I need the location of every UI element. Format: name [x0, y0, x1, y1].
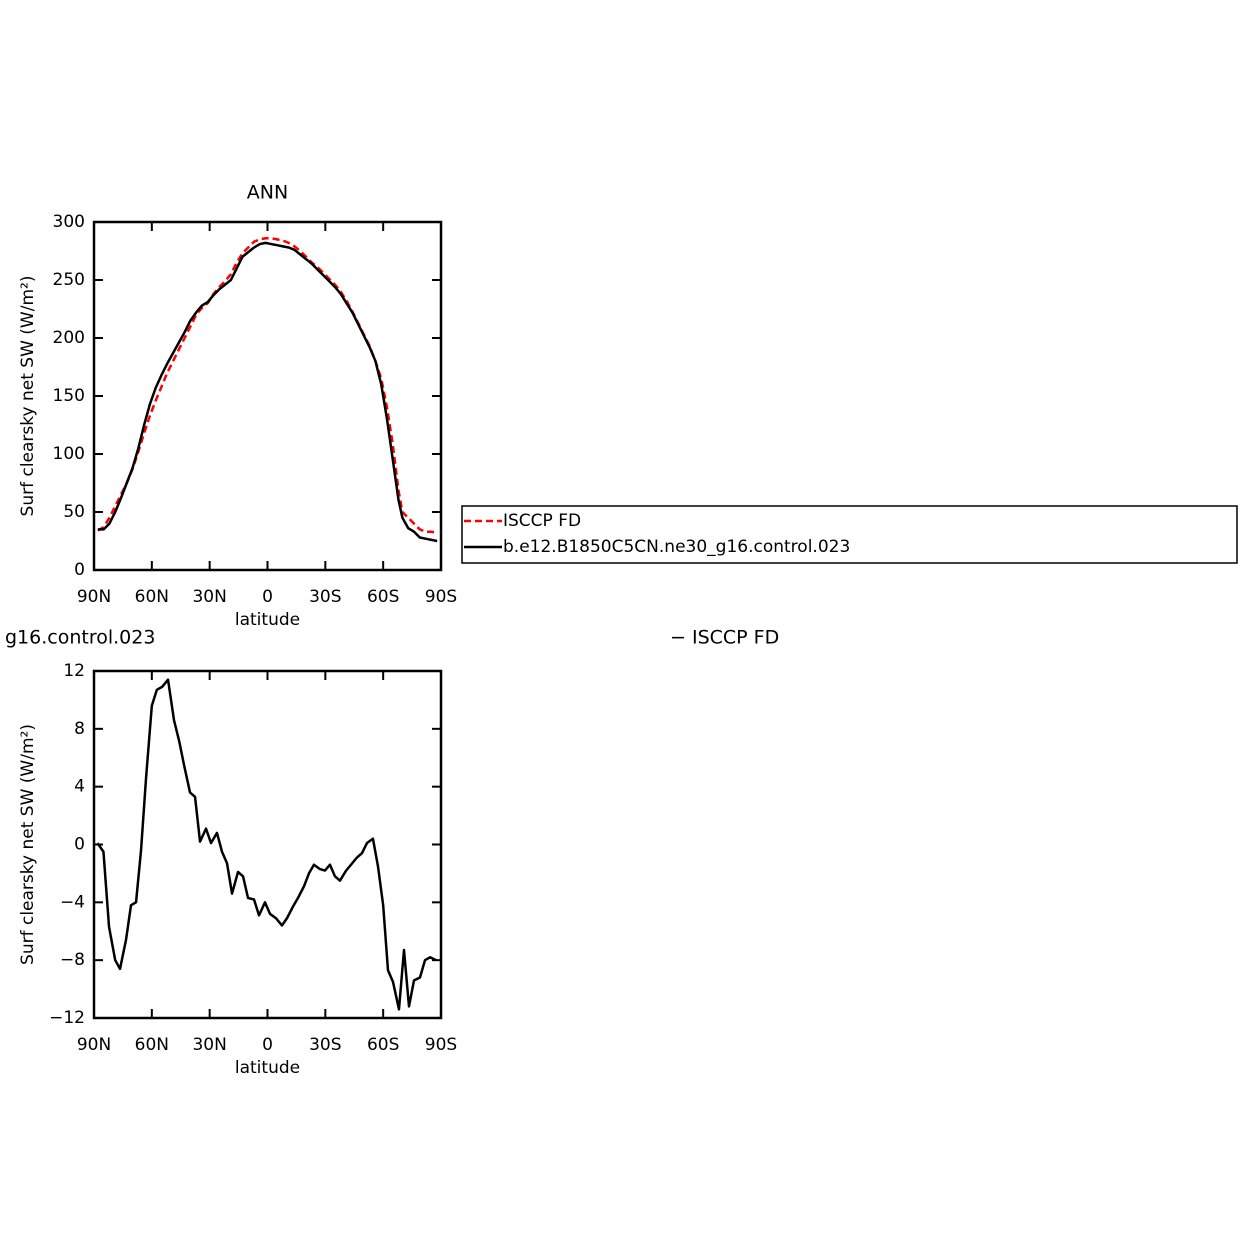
chart-title: g16.control.023	[5, 627, 155, 649]
x-tick-label: 90N	[77, 587, 111, 607]
y-tick-label: −12	[49, 1008, 85, 1028]
x-tick-label: 90S	[425, 587, 457, 607]
x-tick-label: 60N	[135, 587, 169, 607]
y-tick-label: 8	[74, 719, 85, 739]
y-tick-label: 300	[53, 212, 85, 232]
y-tick-label: 4	[74, 777, 85, 797]
x-tick-label: 30N	[192, 1035, 226, 1055]
data-line	[97, 241, 438, 543]
x-tick-label: 0	[262, 587, 273, 607]
y-tick-label: 250	[53, 270, 85, 290]
x-axis-label: latitude	[235, 610, 300, 630]
y-tick-label: −8	[60, 950, 85, 970]
y-axis-label: Surf clearsky net SW (W/m²)	[18, 724, 38, 965]
legend-box	[461, 505, 1238, 564]
chart-title: ANN	[247, 182, 288, 204]
x-tick-label: 30S	[309, 587, 341, 607]
y-tick-label: 0	[74, 835, 85, 855]
y-tick-label: 50	[63, 502, 85, 522]
y-tick-label: 100	[53, 444, 85, 464]
legend-label: b.e12.B1850C5CN.ne30_g16.control.023	[503, 537, 850, 557]
y-tick-label: 0	[74, 560, 85, 580]
legend-label: ISCCP FD	[503, 511, 581, 531]
x-tick-label: 0	[262, 1035, 273, 1055]
plot-frame	[92, 669, 443, 1020]
y-tick-label: 12	[63, 661, 85, 681]
y-tick-label: 150	[53, 386, 85, 406]
x-tick-label: 90S	[425, 1035, 457, 1055]
x-axis-label: latitude	[235, 1058, 300, 1078]
x-tick-label: 30S	[309, 1035, 341, 1055]
plot-frame	[92, 220, 443, 572]
y-tick-label: 200	[53, 328, 85, 348]
chart-title: − ISCCP FD	[670, 627, 779, 649]
y-tick-label: −4	[60, 892, 85, 912]
data-line	[96, 678, 437, 1011]
x-tick-label: 90N	[77, 1035, 111, 1055]
x-tick-label: 30N	[192, 587, 226, 607]
y-axis-label: Surf clearsky net SW (W/m²)	[18, 276, 38, 517]
x-tick-label: 60S	[367, 587, 399, 607]
x-tick-label: 60N	[135, 1035, 169, 1055]
data-line	[97, 236, 438, 535]
x-tick-label: 60S	[367, 1035, 399, 1055]
